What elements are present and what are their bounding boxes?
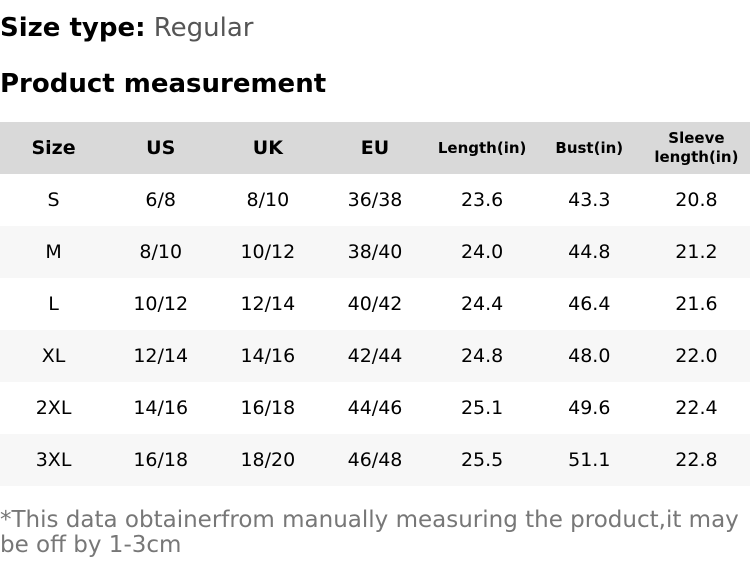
column-header: EU [321, 122, 429, 174]
table-cell: 24.8 [428, 330, 536, 382]
table-cell: 38/40 [321, 226, 429, 278]
table-cell: 20.8 [675, 189, 718, 211]
table-cell: 16/18 [107, 434, 215, 486]
column-header: UK [214, 122, 322, 174]
table-cell: 3XL [0, 434, 108, 486]
table-cell: 16/18 [240, 397, 296, 419]
table-cell: 25.1 [460, 397, 504, 419]
table-cell: 12/14 [107, 330, 215, 382]
table-cell: 12/14 [240, 293, 296, 315]
column-header: Length(in) [428, 122, 536, 174]
table-cell: 44.8 [535, 226, 643, 278]
footnote: *This data obtainerfrom manually measuri… [0, 507, 739, 558]
table-cell: 44/46 [347, 397, 403, 419]
table-cell: 21.2 [642, 226, 750, 278]
table-cell: XL [0, 330, 108, 382]
column-header: Bust(in) [535, 122, 643, 174]
table-row: XL 12/14 14/16 42/44 24.8 48.0 22.0 [0, 330, 750, 382]
table-cell: 21.6 [675, 293, 718, 315]
table-cell: 46/48 [321, 434, 429, 486]
column-header: Sleeve length(in) [642, 122, 750, 174]
table-cell: 6/8 [145, 189, 176, 211]
measurement-table: Size US UK EU Length(in) Bust(in) Sleeve lengt… [0, 122, 750, 486]
table-cell: 14/16 [214, 330, 322, 382]
table-cell: 23.6 [460, 189, 504, 211]
table-row: 2XL 14/16 16/18 44/46 25.1 49.6 22.4 [0, 382, 750, 434]
table-row: 3XL 16/18 18/20 46/48 25.5 51.1 22.8 [0, 434, 750, 486]
table-cell: 36/38 [347, 189, 403, 211]
header-row: Size US UK EU Length(in) Bust(in) Sleeve lengt… [0, 122, 750, 174]
section-title: Product measurement [0, 69, 327, 99]
table-cell: 14/16 [133, 397, 189, 419]
table-cell: 2XL [35, 397, 72, 419]
table-cell: 43.3 [568, 189, 611, 211]
table-cell: 10/12 [133, 293, 189, 315]
table-row: M 8/10 10/12 38/40 24.0 44.8 21.2 [0, 226, 750, 278]
table-row: L 10/12 12/14 40/42 24.4 46.4 21.6 [0, 278, 750, 330]
table-cell: 48.0 [535, 330, 643, 382]
table-cell: 22.8 [642, 434, 750, 486]
table-cell: 24.0 [428, 226, 536, 278]
table-cell: M [0, 226, 108, 278]
table-cell: 22.0 [642, 330, 750, 382]
table-cell: 24.4 [460, 293, 504, 315]
table-cell: 8/10 [246, 189, 290, 211]
table-cell: S [47, 189, 60, 211]
table-cell: 25.5 [428, 434, 536, 486]
table-row: S 6/8 8/10 36/38 23.6 43.3 20.8 [0, 174, 750, 226]
column-header: US [107, 122, 215, 174]
table-cell: L [48, 293, 59, 315]
table-cell: 51.1 [535, 434, 643, 486]
column-header: Size [0, 122, 108, 174]
table-cell: 49.6 [568, 397, 611, 419]
table-cell: 10/12 [214, 226, 322, 278]
table-cell: 46.4 [568, 293, 611, 315]
table-cell: 22.4 [675, 397, 718, 419]
table-cell: 8/10 [107, 226, 215, 278]
table-cell: 42/44 [321, 330, 429, 382]
size-type: Size type: Regular [0, 10, 253, 46]
table-cell: 40/42 [347, 293, 403, 315]
size-type-label: Size type: [0, 13, 146, 43]
table-body: S 6/8 8/10 36/38 23.6 43.3 20.8 M 8/10 10/12 38/40… [0, 174, 750, 486]
size-type-value: Regular [153, 13, 254, 43]
table-cell: 18/20 [214, 434, 322, 486]
